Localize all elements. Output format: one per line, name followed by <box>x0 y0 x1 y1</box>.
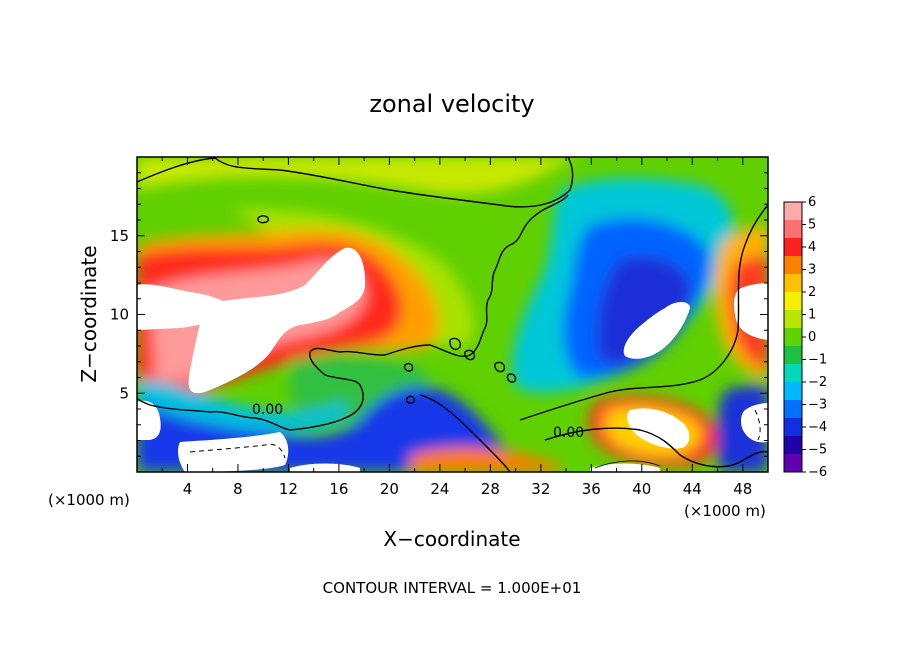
x-unit-note: (×1000 m) <box>684 502 766 520</box>
zero-contour-central-jagged <box>137 194 569 431</box>
colorbar-swatch <box>784 454 802 473</box>
zero-contour-bottom-right <box>544 427 768 468</box>
colorbar-tick-label: −2 <box>808 375 827 390</box>
zero-contour-lower-middle <box>419 394 511 472</box>
zero-contour-blob-5 <box>257 215 269 224</box>
colorbar-swatch <box>784 400 802 419</box>
y-tick-label: 15 <box>110 227 129 245</box>
colorbar-swatch <box>784 256 802 275</box>
colorbar-swatch <box>784 346 802 365</box>
colorbar-tick-label: 2 <box>808 285 816 300</box>
zero-contour-blob-6 <box>403 362 414 372</box>
zero-contour-lines <box>137 157 768 472</box>
saturation-region-bottom-right <box>590 463 660 472</box>
field-region-cyan-lower <box>137 379 345 433</box>
contour-label-left: 0.00 <box>252 402 283 418</box>
colorbar-swatch <box>784 382 802 401</box>
colorbar-swatch <box>784 418 802 437</box>
x-axis: 4 8 12 16 20 24 28 32 36 40 44 48 <box>161 157 752 498</box>
field-region-deepblue-right <box>597 256 691 365</box>
x-tick-label: 36 <box>582 480 601 498</box>
field-region-upper-yellow <box>137 157 580 194</box>
saturation-region-bottom-left <box>177 432 289 472</box>
negative-contour-right-edge <box>754 409 761 441</box>
colorbar-tick-label: 4 <box>808 240 816 255</box>
contour-label-right: 0.00 <box>553 425 584 441</box>
saturation-region-lower-left <box>137 400 161 440</box>
colorbar-tick-label: −3 <box>808 398 827 413</box>
colorbar-tick-label: 0 <box>808 330 816 345</box>
colorbar-tick-label: 6 <box>808 195 816 210</box>
colorbar-swatch <box>784 238 802 257</box>
colorbar-tick-label: −5 <box>808 443 827 458</box>
zero-contour-blob-7 <box>405 395 416 404</box>
colorbar-tick-label: 5 <box>808 218 816 233</box>
y-tick-label: 10 <box>110 306 129 324</box>
saturation-region-right-blob <box>623 302 690 359</box>
x-tick-label: 44 <box>683 480 702 498</box>
colorbar-swatch <box>784 274 802 293</box>
y-axis-label: Z−coordinate <box>77 245 101 382</box>
saturation-region-central <box>188 247 366 394</box>
saturation-region-bottom-middle <box>290 463 360 472</box>
x-tick-label: 32 <box>531 480 550 498</box>
contour-interval-note: CONTOUR INTERVAL = 1.000E+01 <box>323 579 582 597</box>
colorbar-swatch <box>784 310 802 329</box>
x-tick-label: 48 <box>733 480 752 498</box>
x-tick-label: 4 <box>183 480 193 498</box>
colorbar-tick-label: −6 <box>808 465 827 480</box>
x-tick-label: 16 <box>329 480 348 498</box>
zero-contour-blob-3 <box>494 361 506 373</box>
colorbar-swatch <box>784 292 802 311</box>
field-region-orange-bottom <box>410 447 560 472</box>
x-tick-label: 40 <box>632 480 651 498</box>
negative-contour-lines <box>189 409 761 459</box>
x-tick-label: 24 <box>430 480 449 498</box>
colorbar-tick-label: 3 <box>808 263 816 278</box>
thin-contour-bottom-right <box>594 460 661 469</box>
y-unit-note: (×1000 m) <box>48 491 130 509</box>
colorbar-swatch <box>784 364 802 383</box>
zero-contour-blob-1 <box>449 337 462 351</box>
colorbar-swatch <box>784 220 802 239</box>
colorbar-swatch <box>784 202 802 221</box>
colorbar-tick-label: 1 <box>808 308 816 323</box>
x-axis-label: X−coordinate <box>383 527 520 551</box>
zero-contour-right <box>519 204 768 421</box>
y-tick-label: 5 <box>119 384 129 402</box>
y-axis: 5 10 15 <box>110 172 768 457</box>
zero-contour-upper <box>137 157 574 208</box>
saturation-region-right-edge <box>733 283 768 340</box>
negative-contour-bottom-left <box>189 443 286 459</box>
x-tick-label: 28 <box>481 480 500 498</box>
colorbar-tick-label: −4 <box>808 420 827 435</box>
zero-contour-blob-2 <box>464 349 476 361</box>
colorbar-swatch <box>784 328 802 347</box>
saturation-region-lower-right <box>627 408 690 449</box>
zero-contour-blob-4 <box>506 373 517 383</box>
colorbar-tick-label: −1 <box>808 353 827 368</box>
x-tick-label: 12 <box>279 480 298 498</box>
velocity-field <box>137 157 768 472</box>
colorbar: 6 5 4 3 2 1 0 −1 −2 −3 −4 −5 −6 <box>783 195 827 480</box>
colorbar-swatch <box>784 436 802 455</box>
saturation-region-right-edge-lower <box>741 403 768 443</box>
x-tick-label: 8 <box>233 480 243 498</box>
x-tick-label: 20 <box>380 480 399 498</box>
chart-title: zonal velocity <box>369 90 534 118</box>
